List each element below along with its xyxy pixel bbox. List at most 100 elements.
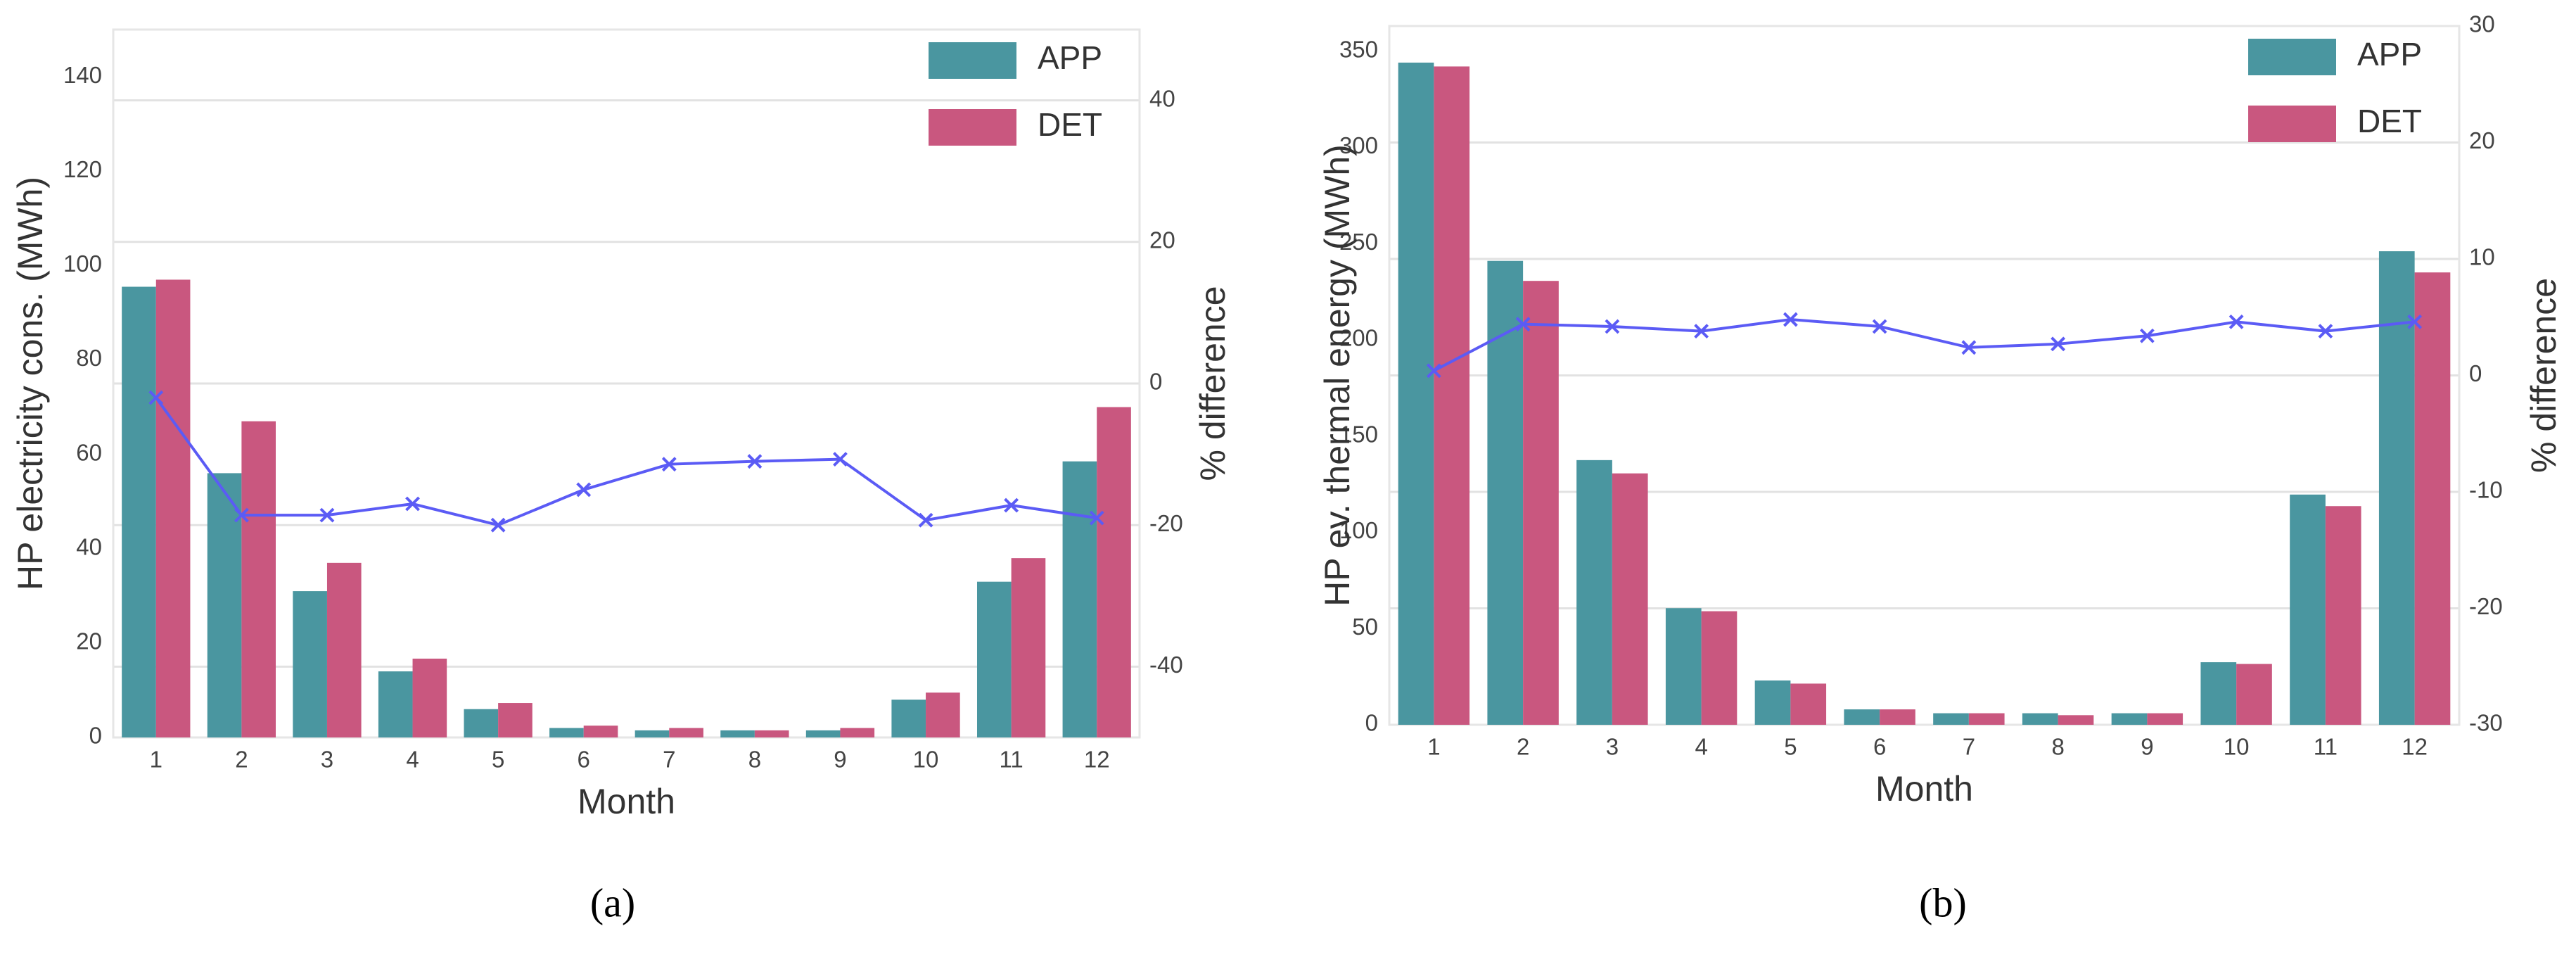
bar [1011,558,1046,737]
bar [1612,473,1648,725]
bar [464,709,499,737]
x-tick-label: 2 [1517,734,1529,760]
x-tick-label: 5 [492,747,504,773]
bar [241,421,276,737]
y-tick-label: 0 [1365,710,1378,736]
y-tick-label: 120 [63,156,102,182]
y2-tick-label: -40 [1149,652,1183,678]
bar [1968,713,2005,725]
difference-marker [2139,328,2155,343]
x-tick-label: 2 [235,747,248,773]
x-tick-label: 3 [321,747,333,773]
bar [840,728,875,737]
bar [207,473,242,737]
x-tick-label: 1 [150,747,162,773]
x-axis-label: Month [1875,769,1973,809]
x-tick-label: 11 [2314,734,2338,760]
x-tick-label: 6 [1873,734,1886,760]
x-tick-label: 10 [2224,734,2250,760]
bar [1701,611,1737,725]
bar [2236,664,2272,725]
difference-marker [576,482,592,497]
bar [1062,461,1097,737]
bar [1097,407,1131,737]
y-tick-label: 100 [1339,517,1378,543]
legend-swatch [2248,106,2336,142]
y-tick-label: 140 [63,62,102,88]
bar [583,725,618,737]
difference-marker [1961,340,1977,355]
bar [326,562,362,737]
bar [2325,506,2361,725]
y-tick-label: 20 [76,628,102,654]
bar [1880,709,1915,725]
bar [1398,62,1434,725]
legend-label: DET [1038,106,1102,143]
x-tick-label: 4 [406,747,419,773]
y2-tick-label: -10 [2469,477,2503,503]
bar [2058,715,2094,725]
x-tick-label: 12 [1084,747,1110,773]
bar [1790,683,1827,725]
x-tick-label: 12 [2402,734,2428,760]
difference-line [155,396,1097,527]
bar [1434,66,1470,725]
y-tick-label: 0 [89,723,102,749]
bar [1665,608,1702,725]
y-axis-label: HP electricity cons. (MWh) [11,177,50,590]
difference-marker [1694,324,1709,339]
y2-tick-label: 20 [2469,127,2495,153]
bar [122,286,156,738]
legend-label: APP [1038,39,1102,76]
y-tick-label: 40 [76,533,102,559]
difference-marker [1426,363,1441,379]
y-tick-label: 50 [1352,614,1378,640]
difference-marker [661,457,677,472]
y-tick-label: 350 [1339,36,1378,62]
x-tick-label: 7 [663,747,675,773]
bar [669,728,703,737]
bar [498,703,533,737]
bar [2290,494,2326,725]
x-tick-label: 7 [1963,734,1975,760]
bar [2147,713,2183,725]
x-tick-label: 4 [1695,734,1707,760]
bar [2414,272,2451,725]
y2-tick-label: -30 [2469,710,2503,736]
bar [2111,713,2148,725]
x-tick-label: 9 [2141,734,2153,760]
bar [1844,709,1880,725]
y2-tick-label: 0 [1149,369,1162,395]
bar [2378,251,2415,725]
x-tick-label: 5 [1784,734,1797,760]
legend-swatch [929,42,1016,79]
difference-marker [1089,510,1104,526]
difference-marker [405,496,420,512]
y2-axis-label: % difference [1193,286,1232,481]
bar [2200,662,2237,725]
y-tick-label: 60 [76,439,102,465]
x-tick-label: 3 [1606,734,1619,760]
bar [926,692,960,737]
y-axis-label: HP ev. thermal energy (MWh) [1318,144,1357,607]
difference-marker [2318,324,2333,339]
difference-marker [234,507,249,523]
legend-swatch [929,109,1016,146]
difference-marker [2407,314,2423,329]
bar [1754,680,1791,725]
x-tick-label: 10 [913,747,939,773]
bar [293,591,327,737]
bar [805,730,841,737]
y2-axis-label: % difference [2524,278,2563,473]
y-tick-label: 150 [1339,421,1378,447]
difference-marker [1783,312,1798,327]
bar [1576,460,1612,725]
y2-tick-label: 30 [2469,11,2495,37]
bar [378,671,413,737]
y-tick-label: 200 [1339,325,1378,351]
legend-label: DET [2357,103,2422,139]
bar [549,728,584,737]
